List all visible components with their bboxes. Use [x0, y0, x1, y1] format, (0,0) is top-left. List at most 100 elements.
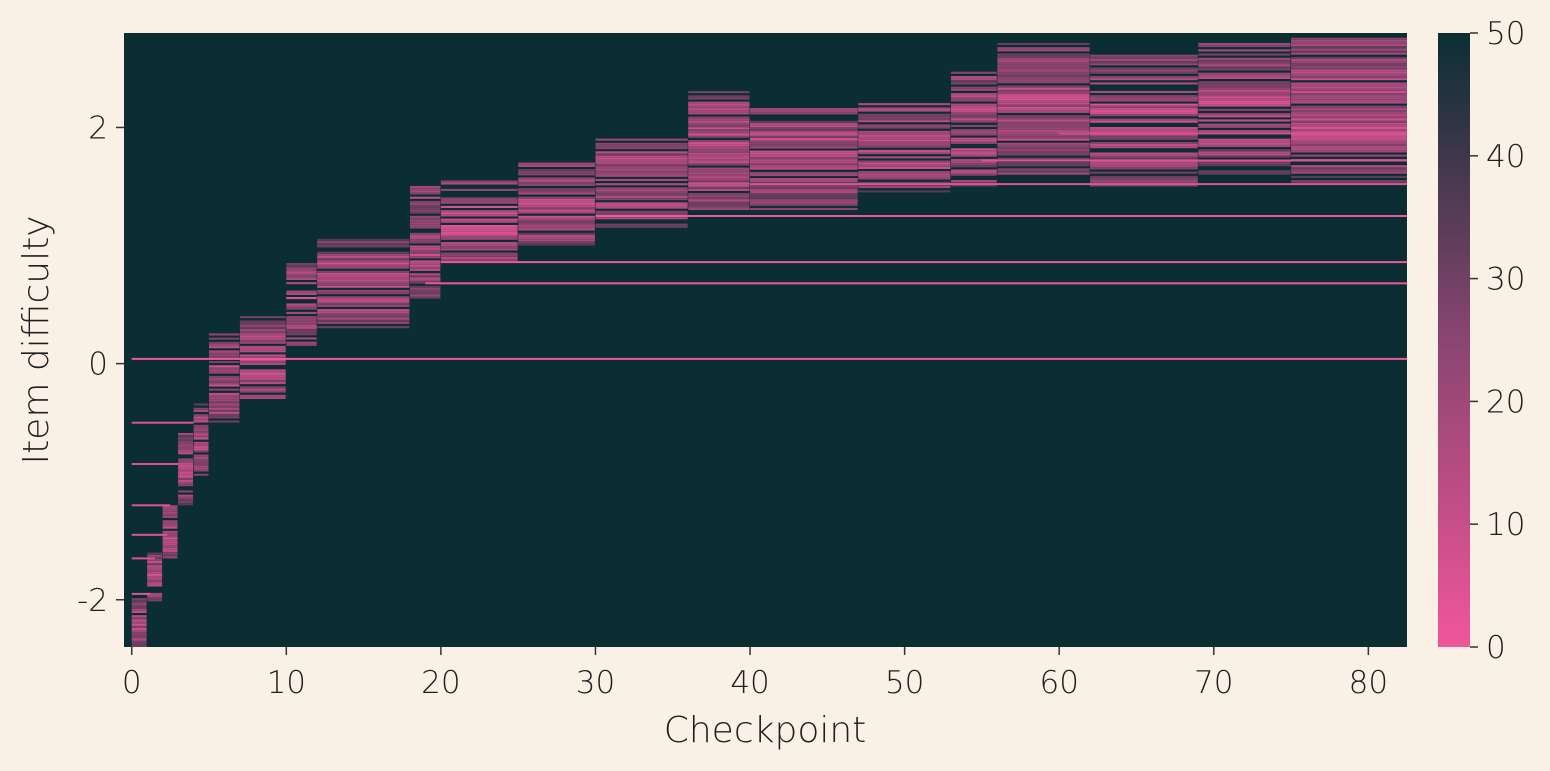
heatmap-cell: [286, 331, 317, 334]
heatmap-cell: [1198, 138, 1291, 141]
heatmap-cell: [750, 203, 858, 206]
heatmap-cell: [317, 283, 410, 286]
heatmap-cell: [1291, 154, 1407, 157]
heatmap-cell: [410, 245, 441, 248]
heatmap-cell: [858, 175, 951, 178]
heatmap-cell: [1198, 49, 1291, 52]
heatmap-cell: [1291, 139, 1407, 142]
heatmap-cell: [209, 414, 240, 417]
heatmap-cell: [688, 157, 750, 160]
heatmap-cell: [1198, 155, 1291, 158]
heatmap-cell: [518, 228, 595, 231]
heatmap-cell: [688, 123, 750, 126]
y-tick-label: -2: [77, 583, 108, 619]
heatmap-cell: [688, 174, 750, 177]
heatmap-cell: [1291, 65, 1407, 68]
heatmap-cell: [750, 201, 858, 204]
heatmap-cell: [209, 392, 240, 395]
heatmap-cell: [131, 632, 147, 635]
heatmap-cell: [239, 341, 286, 344]
heatmap-cell: [750, 110, 858, 113]
x-tick-label: 70: [1194, 665, 1233, 701]
heatmap-cell: [518, 217, 595, 220]
heatmap-cell: [1291, 67, 1407, 70]
heatmap-cell: [1198, 76, 1291, 79]
heatmap-cell: [1291, 110, 1407, 113]
heatmap-cell: [1291, 148, 1407, 151]
persistent-item-line: [750, 183, 1407, 186]
x-tick-label: 40: [730, 665, 769, 701]
heatmap-cell: [688, 133, 750, 136]
heatmap-cell: [688, 169, 750, 172]
persistent-item-line: [131, 357, 1407, 360]
heatmap-cell: [1291, 88, 1407, 91]
heatmap-cell: [1090, 67, 1198, 70]
heatmap-cell: [518, 211, 595, 214]
heatmap-cell: [518, 198, 595, 201]
heatmap-cell: [410, 211, 441, 214]
heatmap-cell: [1090, 76, 1198, 79]
heatmap-cell: [1291, 44, 1407, 47]
heatmap-cell: [410, 260, 441, 263]
persistent-item-line: [981, 159, 1407, 162]
heatmap-cell: [595, 138, 688, 141]
heatmap-cell: [1090, 133, 1198, 136]
heatmap-cell: [193, 426, 209, 429]
heatmap-cell: [178, 452, 193, 455]
heatmap-cell: [440, 237, 518, 240]
heatmap-cell: [518, 203, 595, 206]
heatmap-cell: [595, 159, 688, 162]
heatmap-cell: [239, 354, 286, 357]
persistent-item-line: [440, 261, 1407, 264]
heatmap-cell: [688, 197, 750, 200]
heatmap-cell: [688, 167, 750, 170]
heatmap-cell: [162, 535, 178, 538]
heatmap-cell: [410, 266, 441, 269]
heatmap-cell: [518, 241, 595, 244]
heatmap-cell: [951, 107, 997, 110]
heatmap-cell: [239, 333, 286, 336]
heatmap-cell: [147, 571, 163, 574]
heatmap-cell: [1198, 87, 1291, 90]
heatmap-cell: [162, 526, 178, 529]
heatmap-cell: [162, 515, 178, 518]
heatmap-cell: [239, 371, 286, 374]
heatmap-cell: [178, 469, 193, 472]
heatmap-cell: [688, 199, 750, 202]
heatmap-cell: [1090, 63, 1198, 66]
heatmap-cell: [595, 195, 688, 198]
heatmap-cell: [131, 608, 147, 611]
heatmap-cell: [286, 305, 317, 308]
heatmap-cell: [178, 498, 193, 501]
heatmap-cell: [1198, 62, 1291, 65]
heatmap-cell: [951, 131, 997, 134]
heatmap-cell: [595, 189, 688, 192]
heatmap-cell: [997, 161, 1090, 164]
colorbar-tick-label: 0: [1486, 630, 1506, 666]
heatmap-cell: [951, 150, 997, 153]
heatmap-cell: [688, 203, 750, 206]
heatmap-cell: [317, 251, 410, 254]
heatmap-cell: [1291, 86, 1407, 89]
heatmap-cell: [1291, 122, 1407, 125]
heatmap-cell: [410, 205, 441, 208]
heatmap-cell: [1198, 59, 1291, 62]
heatmap-cell: [410, 249, 441, 252]
heatmap-cell: [193, 454, 209, 457]
heatmap-cells: [131, 37, 1407, 647]
heatmap-cell: [858, 181, 951, 184]
heatmap-cell: [688, 178, 750, 181]
heatmap-cell: [1090, 97, 1198, 100]
heatmap-cell: [239, 326, 286, 329]
heatmap-cell: [858, 177, 951, 180]
heatmap-cell: [518, 162, 595, 165]
heatmap-cell: [440, 252, 518, 255]
heatmap-cell: [997, 68, 1090, 71]
heatmap-cell: [858, 149, 951, 152]
heatmap-cell: [1198, 57, 1291, 60]
heatmap-cell: [1090, 69, 1198, 72]
heatmap-cell: [239, 350, 286, 353]
heatmap-cell: [286, 275, 317, 278]
heatmap-cell: [858, 164, 951, 167]
heatmap-cell: [162, 537, 178, 540]
